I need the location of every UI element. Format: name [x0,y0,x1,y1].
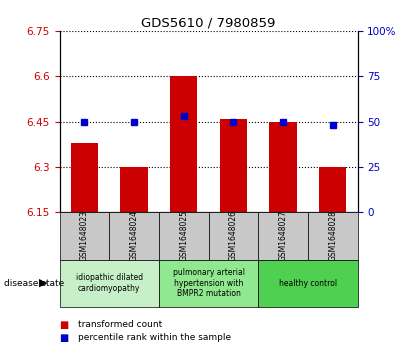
Bar [208,212,258,260]
Bar [170,76,197,212]
Bar [109,212,159,260]
Bar [60,260,159,307]
Text: GSM1648024: GSM1648024 [129,211,139,261]
Bar [159,260,258,307]
Bar [319,167,346,212]
Bar [258,212,308,260]
Bar [60,212,109,260]
Bar [71,143,98,212]
Title: GDS5610 / 7980859: GDS5610 / 7980859 [141,17,276,30]
Text: ■: ■ [60,333,69,343]
Bar [159,212,208,260]
Text: idiopathic dilated
cardiomyopathy: idiopathic dilated cardiomyopathy [76,273,143,293]
Text: percentile rank within the sample: percentile rank within the sample [78,333,231,342]
Bar [120,167,148,212]
Text: GSM1648025: GSM1648025 [179,211,188,261]
Text: GSM1648028: GSM1648028 [328,211,337,261]
Bar [270,122,297,212]
Text: disease state: disease state [4,279,65,287]
Text: transformed count: transformed count [78,321,162,329]
Text: GSM1648023: GSM1648023 [80,211,89,261]
Text: ■: ■ [60,320,69,330]
Text: GSM1648026: GSM1648026 [229,211,238,261]
Bar [220,119,247,212]
Text: healthy control: healthy control [279,279,337,287]
Text: pulmonary arterial
hypertension with
BMPR2 mutation: pulmonary arterial hypertension with BMP… [173,268,245,298]
Bar [308,212,358,260]
Bar [258,260,358,307]
Text: ▶: ▶ [39,278,48,288]
Text: GSM1648027: GSM1648027 [279,211,288,261]
